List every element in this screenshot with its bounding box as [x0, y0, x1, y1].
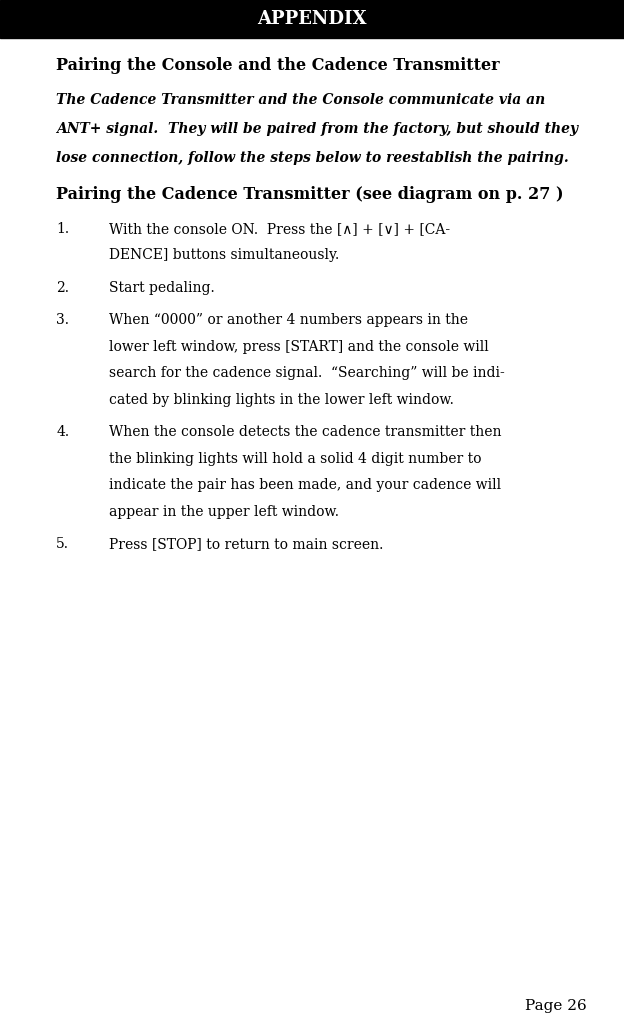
Text: cated by blinking lights in the lower left window.: cated by blinking lights in the lower le… [109, 393, 454, 407]
Text: When the console detects the cadence transmitter then: When the console detects the cadence tra… [109, 425, 502, 439]
Text: 5.: 5. [56, 537, 69, 551]
Text: Press [STOP] to return to main screen.: Press [STOP] to return to main screen. [109, 537, 384, 551]
Text: lower left window, press [START] and the console will: lower left window, press [START] and the… [109, 340, 489, 354]
Text: DENCE] buttons simultaneously.: DENCE] buttons simultaneously. [109, 248, 339, 262]
Text: Page 26: Page 26 [525, 999, 587, 1013]
Text: appear in the upper left window.: appear in the upper left window. [109, 505, 339, 519]
Text: 3.: 3. [56, 313, 69, 327]
Bar [0, 0, 624, 38]
Text: 4.: 4. [56, 425, 69, 439]
Text: 1.: 1. [56, 222, 69, 236]
Text: Start pedaling.: Start pedaling. [109, 281, 215, 295]
Text: When “0000” or another 4 numbers appears in the: When “0000” or another 4 numbers appears… [109, 313, 468, 327]
Text: APPENDIX: APPENDIX [257, 10, 367, 28]
Text: Pairing the Console and the Cadence Transmitter: Pairing the Console and the Cadence Tran… [56, 57, 500, 74]
Text: indicate the pair has been made, and your cadence will: indicate the pair has been made, and you… [109, 479, 501, 492]
Text: search for the cadence signal.  “Searching” will be indi-: search for the cadence signal. “Searchin… [109, 367, 505, 380]
Text: The Cadence Transmitter and the Console communicate via an: The Cadence Transmitter and the Console … [56, 93, 545, 108]
Text: the blinking lights will hold a solid 4 digit number to: the blinking lights will hold a solid 4 … [109, 452, 482, 466]
Text: Pairing the Cadence Transmitter (see diagram on p. 27 ): Pairing the Cadence Transmitter (see dia… [56, 186, 563, 203]
Text: lose connection, follow the steps below to reestablish the pairing.: lose connection, follow the steps below … [56, 151, 569, 166]
Text: ANT+ signal.  They will be paired from the factory, but should they: ANT+ signal. They will be paired from th… [56, 122, 578, 137]
Text: 2.: 2. [56, 281, 69, 295]
Text: With the console ON.  Press the [∧] + [∨] + [CA-: With the console ON. Press the [∧] + [∨]… [109, 222, 451, 236]
